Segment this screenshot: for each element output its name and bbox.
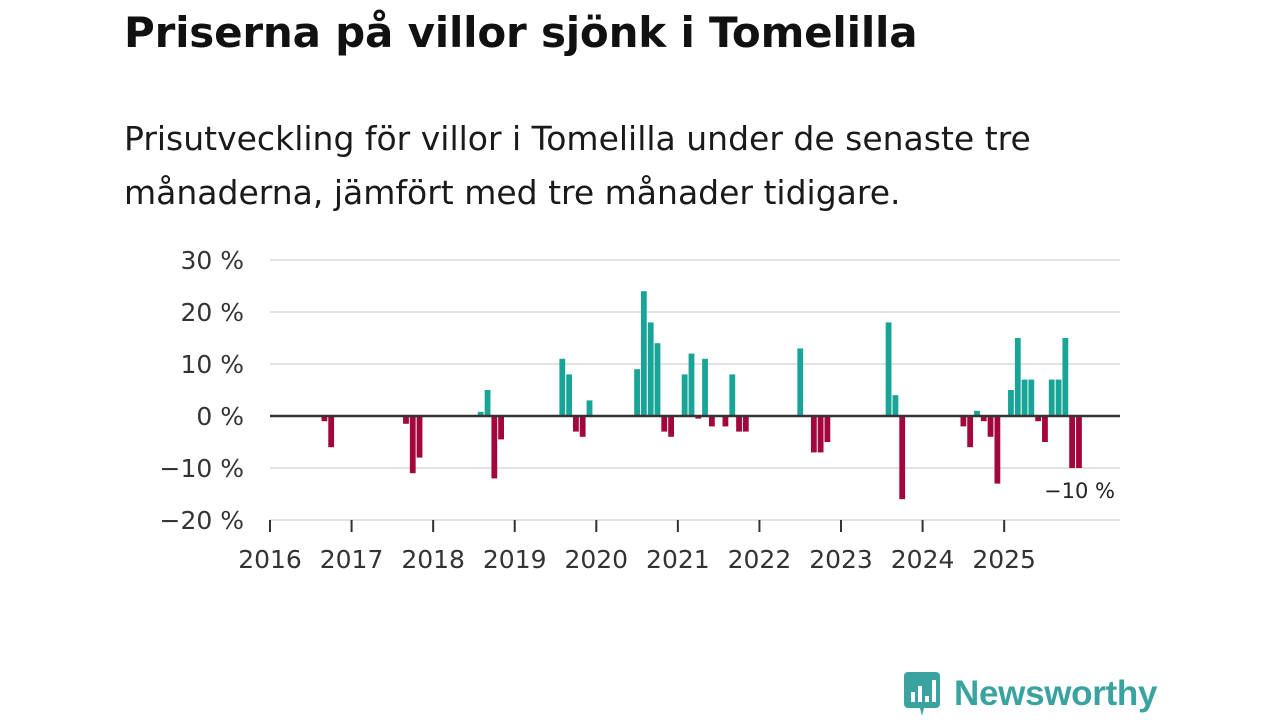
bar <box>722 416 729 427</box>
bar <box>899 416 906 500</box>
bar <box>708 416 715 427</box>
bar <box>681 374 688 416</box>
y-tick-label: 0 % <box>196 402 244 431</box>
bar <box>498 416 504 440</box>
bar <box>559 358 566 416</box>
bar <box>695 416 702 419</box>
bar <box>1055 379 1062 416</box>
bar <box>736 416 742 432</box>
bar <box>892 395 899 416</box>
bar <box>484 390 491 416</box>
bar <box>797 348 804 416</box>
bar <box>1048 379 1055 416</box>
last-value-label: −10 % <box>1044 479 1115 503</box>
x-tick-label: 2017 <box>320 545 384 574</box>
y-axis-ticks: 30 % 20 % 10 % 0 % −10 % −20 % <box>160 246 244 535</box>
bar <box>885 322 892 416</box>
brand-name: Newsworthy <box>954 674 1158 713</box>
bar <box>416 416 423 458</box>
x-tick-label: 2018 <box>401 545 465 574</box>
bar <box>586 400 593 416</box>
bar <box>688 353 695 416</box>
y-tick-label: −20 % <box>160 506 244 535</box>
bar <box>974 410 980 416</box>
bars <box>321 291 1082 500</box>
chart-title: Priserna på villor sjönk i Tomelilla <box>124 8 918 57</box>
bar <box>1069 416 1076 468</box>
bar <box>1008 390 1014 416</box>
bar <box>967 416 974 448</box>
bar <box>668 416 674 437</box>
bar <box>1014 338 1021 416</box>
chart-subtitle: Prisutveckling för villor i Tomelilla un… <box>124 119 1031 212</box>
bar <box>1076 416 1082 468</box>
bar <box>1035 416 1042 422</box>
bar <box>1042 416 1048 442</box>
annotations: −10 % <box>1044 479 1115 503</box>
bar <box>824 416 831 442</box>
y-tick-label: 20 % <box>180 298 244 327</box>
bar <box>640 291 647 416</box>
bar <box>328 416 335 448</box>
bar <box>566 374 573 416</box>
gridlines <box>270 259 1120 521</box>
bar <box>1028 379 1035 416</box>
bar <box>817 416 824 453</box>
y-tick-label: −10 % <box>160 454 244 483</box>
bar <box>810 416 817 453</box>
bar <box>321 416 328 422</box>
bar <box>409 416 416 474</box>
bar <box>634 369 640 416</box>
bar <box>980 416 987 422</box>
bar <box>960 416 967 427</box>
x-tick-label: 2024 <box>891 545 955 574</box>
bar <box>573 416 579 432</box>
bar <box>742 416 749 432</box>
x-tick-label: 2023 <box>809 545 873 574</box>
x-tick-label: 2020 <box>564 545 628 574</box>
bar <box>1021 379 1028 416</box>
bar <box>579 416 586 437</box>
bar <box>477 411 484 416</box>
y-tick-label: 30 % <box>180 246 244 275</box>
bar <box>654 343 661 416</box>
bar <box>403 416 409 424</box>
bar <box>729 374 736 416</box>
bar <box>987 416 994 437</box>
bar-chart-speech-bubble-icon <box>904 672 940 716</box>
bar-chart: 30 %20 %10 %0 %−10 %−20 % 2016 2017 2018 20… <box>160 246 1120 574</box>
bar <box>994 416 1001 484</box>
y-tick-label: 10 % <box>180 350 244 379</box>
bar <box>491 416 498 479</box>
bar <box>661 416 668 432</box>
bar <box>702 358 708 416</box>
x-axis-ticks: 2016 2017 2018 2019 2020 2021 2022 2023 2024 2025 <box>238 520 1036 574</box>
newsworthy-logo: Newsworthy <box>902 668 1157 720</box>
x-tick-label: 2025 <box>972 545 1036 574</box>
x-tick-label: 2021 <box>646 545 710 574</box>
x-tick-label: 2016 <box>238 545 302 574</box>
x-tick-label: 2019 <box>483 545 547 574</box>
bar <box>1062 338 1069 416</box>
x-tick-label: 2022 <box>728 545 792 574</box>
bar <box>647 322 654 416</box>
